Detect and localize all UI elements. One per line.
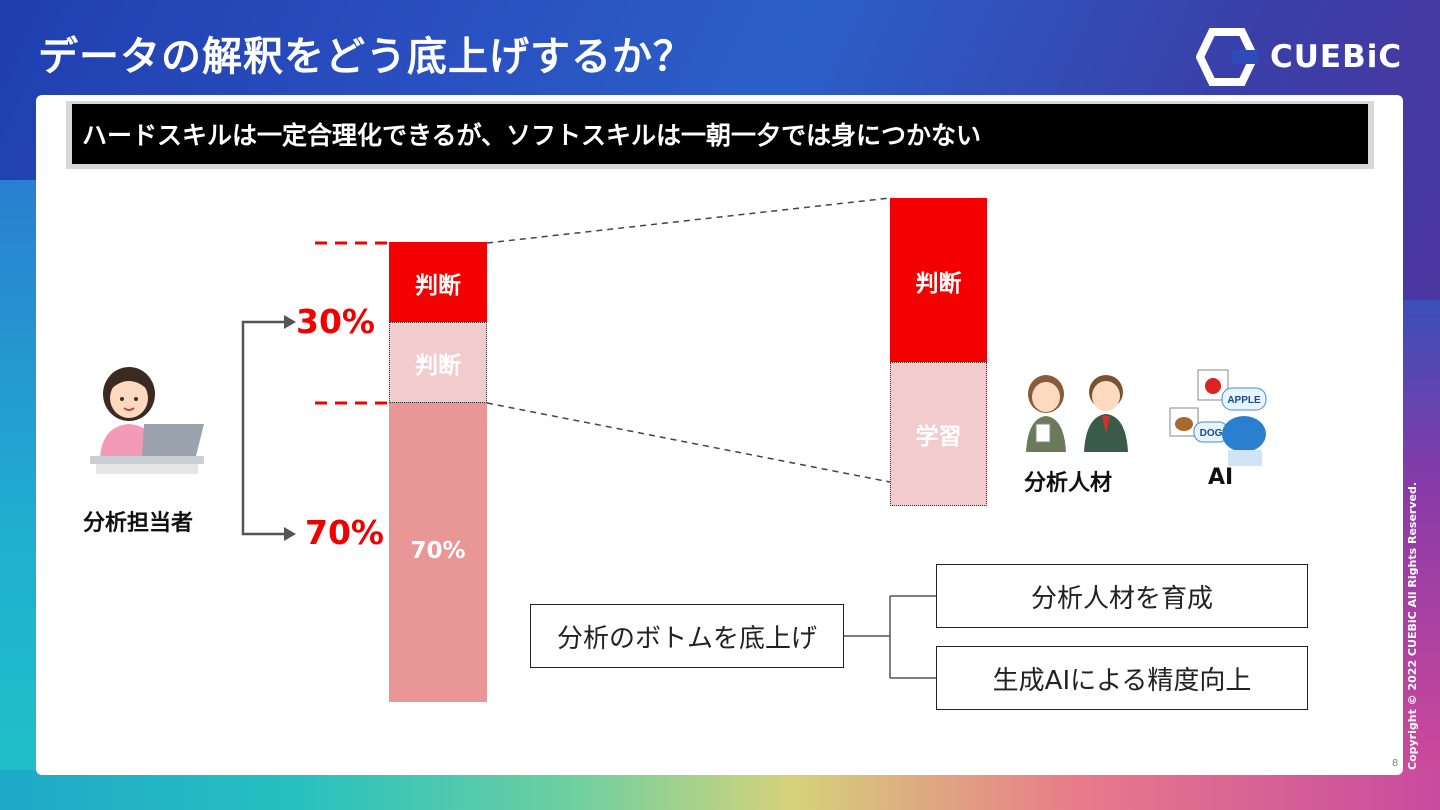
- analysts-people-icon: [1026, 375, 1128, 452]
- tree-branch-develop-talent: 分析人材を育成: [936, 564, 1308, 628]
- branch-arrow-lines: [241, 320, 284, 536]
- ai-card-apple: APPLE: [1227, 395, 1261, 406]
- logo: CUEBiC: [1196, 28, 1402, 86]
- background-bottom-accent: [0, 770, 1440, 810]
- logo-hexagon-icon: [1196, 28, 1258, 86]
- background-right-accent: [1400, 300, 1440, 780]
- tree-branch-genai-accuracy: 生成AIによる精度向上: [936, 646, 1308, 710]
- right-bar-judgment: 判断: [890, 198, 987, 363]
- banner-text: ハードスキルは一定合理化できるが、ソフトスキルは一朝一夕では身につかない: [82, 121, 982, 150]
- pct-70-label: 70%: [305, 513, 384, 552]
- left-bar-base: [389, 402, 487, 702]
- left-bar-base-label: 70%: [410, 538, 466, 564]
- analyst-label: 分析担当者: [83, 511, 194, 536]
- banner: [72, 104, 1368, 164]
- pct-30-label: 30%: [296, 302, 375, 341]
- ai-card-dog: DOG: [1200, 428, 1223, 439]
- logo-text: CUEBiC: [1270, 39, 1403, 75]
- people-label: 分析人材: [1024, 471, 1113, 496]
- slide-title: データの解釈をどう底上げするか？: [38, 34, 694, 80]
- left-bar-judgment-mid: 判断: [389, 322, 487, 403]
- ai-robot-icon: APPLE DOG: [1169, 369, 1267, 466]
- left-bar-judgment-top: 判断: [389, 242, 487, 323]
- ai-label: AI: [1208, 465, 1234, 490]
- zoom-line-top: [486, 197, 891, 244]
- zoom-line-bottom: [486, 402, 891, 483]
- page-number: 8: [1392, 758, 1399, 769]
- arrow-head-70: [284, 527, 296, 541]
- analyst-laptop-icon: [90, 367, 204, 474]
- arrow-head-30: [284, 315, 296, 329]
- right-bar-learning: 学習: [890, 362, 987, 506]
- tree-root-box: 分析のボトムを底上げ: [530, 604, 844, 668]
